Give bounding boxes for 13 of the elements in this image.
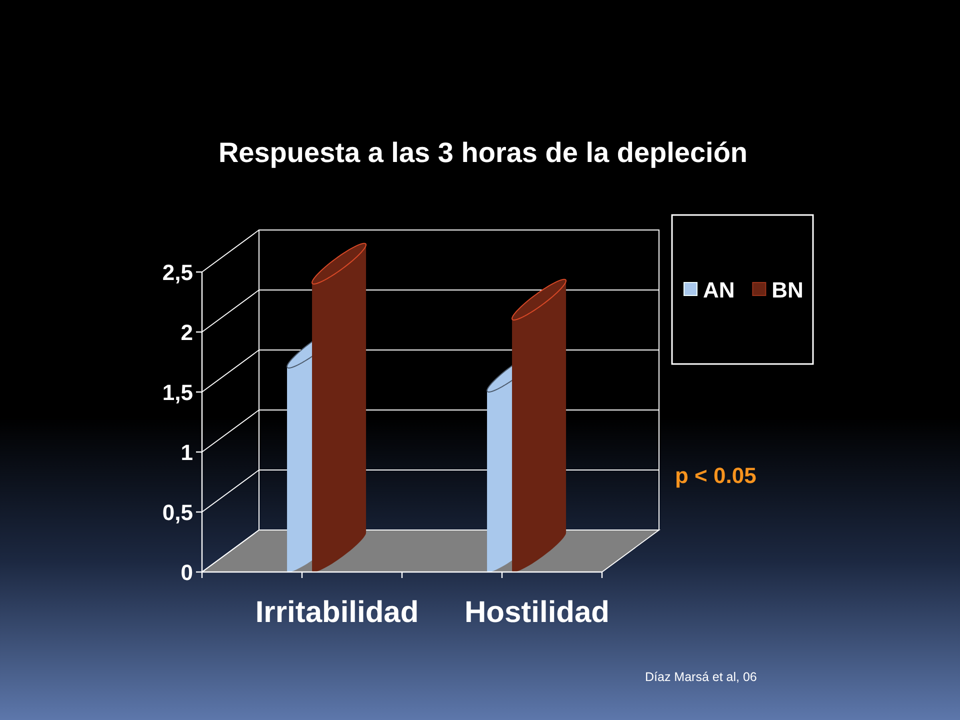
- text: p < 0.05: [675, 463, 756, 488]
- y-tick-label: 2,5: [162, 260, 193, 285]
- legend-label: AN: [703, 277, 735, 302]
- x-tick-label: Irritabilidad: [255, 596, 419, 629]
- y-tick-label: 1,5: [162, 380, 193, 405]
- legend-label: BN: [772, 277, 804, 302]
- text: Díaz Marsá et al, 06: [645, 670, 757, 684]
- y-tick-label: 0,5: [162, 500, 193, 525]
- y-tick-label: 0: [180, 560, 193, 585]
- y-tick-label: 1: [180, 440, 193, 465]
- chart-title: Respuesta a las 3 horas de la depleción: [218, 137, 748, 168]
- x-tick-label: Hostilidad: [464, 596, 610, 629]
- y-tick-label: 2: [180, 320, 193, 345]
